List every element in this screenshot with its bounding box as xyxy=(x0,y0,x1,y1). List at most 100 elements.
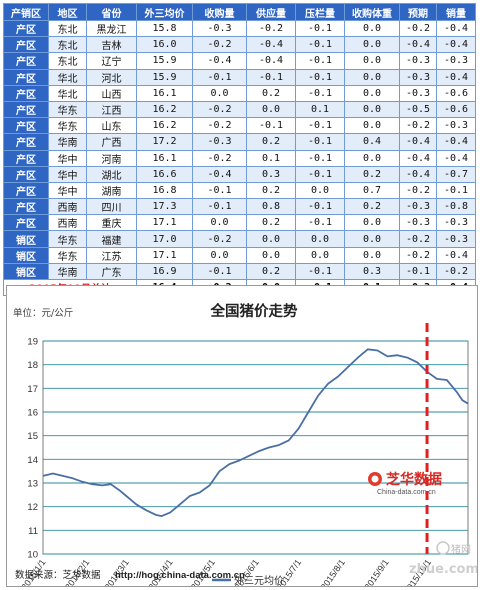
table-cell: -0.7 xyxy=(436,165,476,183)
table-cell: -0.3 xyxy=(399,214,437,232)
table-cell: 产区 xyxy=(3,36,49,54)
table-cell: -0.4 xyxy=(246,52,296,70)
table-cell: 销区 xyxy=(3,262,49,281)
table-cell: 16.6 xyxy=(136,165,193,183)
table-cell: -0.2 xyxy=(399,181,437,200)
table-cell: -0.2 xyxy=(192,149,247,167)
series-line-avg-price xyxy=(42,348,469,517)
table-cell: 华中 xyxy=(48,165,87,183)
table-row: 产区 华东 江西 16.2 -0.2 0.0 0.1 0.0 -0.5 -0.6 xyxy=(3,100,476,119)
table-row: 产区 华南 广西 17.2 -0.3 0.2 -0.1 0.4 -0.4 -0.4 xyxy=(3,133,476,151)
table-cell: 山东 xyxy=(86,117,137,135)
table-cell: 重庆 xyxy=(86,214,137,232)
table-cell: 产区 xyxy=(3,198,49,216)
table-cell: 辽宁 xyxy=(86,52,137,70)
table-row: 产区 东北 辽宁 15.9 -0.4 -0.4 -0.1 0.0 -0.3 -0.3 xyxy=(3,52,476,70)
table-cell: -0.3 xyxy=(436,117,476,135)
table-cell: -0.4 xyxy=(246,36,296,54)
table-cell: -0.4 xyxy=(436,133,476,151)
table-cell: 0.0 xyxy=(192,84,247,102)
table-cell: -0.1 xyxy=(295,117,345,135)
table-cell: -0.1 xyxy=(192,68,247,86)
table-cell: 0.0 xyxy=(246,100,296,119)
table-cell: -0.1 xyxy=(246,68,296,86)
table-cell: 17.3 xyxy=(136,198,193,216)
table-cell: 华南 xyxy=(48,262,87,281)
table-cell: -0.1 xyxy=(295,19,345,38)
table-cell: 16.1 xyxy=(136,149,193,167)
table-cell: 0.0 xyxy=(344,36,400,54)
table-cell: 15.9 xyxy=(136,52,193,70)
table-cell: -0.1 xyxy=(295,165,345,183)
table-cell: 0.0 xyxy=(295,181,345,200)
table-cell: 销区 xyxy=(3,246,49,264)
table-cell: -0.3 xyxy=(399,84,437,102)
table-cell: 0.2 xyxy=(344,198,400,216)
column-header: 收购量 xyxy=(192,3,247,21)
table-row: 产区 东北 黑龙江 15.8 -0.3 -0.2 -0.1 0.0 -0.2 -0.4 xyxy=(3,19,476,38)
table-cell: -0.1 xyxy=(295,84,345,102)
table-cell: 产区 xyxy=(3,181,49,200)
table-cell: -0.1 xyxy=(295,68,345,86)
price-table-body: 产销区 地区 省份 外三均价 收购量 供应量 压栏量 收购体重 预期 销量 产区 东北 黑龙江 15.8-… xyxy=(3,3,476,297)
table-cell: 产区 xyxy=(3,84,49,102)
table-cell: 华东 xyxy=(48,246,87,264)
table-cell: 产区 xyxy=(3,165,49,183)
x-tick-label: 2015/9/1 xyxy=(362,557,390,586)
table-cell: 16.2 xyxy=(136,117,193,135)
table-cell: 0.0 xyxy=(344,149,400,167)
table-cell: -0.3 xyxy=(436,52,476,70)
table-cell: -0.1 xyxy=(436,181,476,200)
y-tick-label: 12 xyxy=(27,502,38,513)
site-url: zhue.com.cn xyxy=(409,562,477,577)
table-cell: -0.1 xyxy=(192,181,247,200)
price-trend-chart-panel: 10 11 12 13 14 15 16 17 18 19 2015/1/1 2015/2/1 2015… xyxy=(6,285,478,587)
y-tick-label: 16 xyxy=(27,408,38,419)
table-row: 产区 东北 吉林 16.0 -0.2 -0.4 -0.1 0.0 -0.4 -0.4 xyxy=(3,36,476,54)
table-cell: 产区 xyxy=(3,149,49,167)
table-cell: 15.9 xyxy=(136,68,193,86)
table-cell: 0.0 xyxy=(246,246,296,264)
table-row: 产区 西南 四川 17.3 -0.1 0.8 -0.1 0.2 -0.3 -0.8 xyxy=(3,198,476,216)
table-cell: 0.2 xyxy=(344,165,400,183)
table-cell: 产区 xyxy=(3,133,49,151)
table-cell: 0.0 xyxy=(295,230,345,248)
table-cell: 0.2 xyxy=(246,214,296,232)
table-cell: -0.4 xyxy=(436,149,476,167)
table-cell: 17.1 xyxy=(136,214,193,232)
table-cell: 16.0 xyxy=(136,36,193,54)
y-tick-label: 17 xyxy=(27,384,38,395)
table-cell: 0.1 xyxy=(295,100,345,119)
table-cell: 华北 xyxy=(48,68,87,86)
table-row: 产区 华北 山西 16.1 0.0 0.2 -0.1 0.0 -0.3 -0.6 xyxy=(3,84,476,102)
table-cell: 湖北 xyxy=(86,165,137,183)
table-cell: 0.0 xyxy=(246,230,296,248)
table-cell: 16.9 xyxy=(136,262,193,281)
table-cell: 0.0 xyxy=(344,52,400,70)
table-cell: 产区 xyxy=(3,100,49,119)
table-cell: -0.1 xyxy=(295,214,345,232)
site-logo-icon xyxy=(436,541,450,555)
table-cell: 0.0 xyxy=(192,214,247,232)
source-url: http://hog.china-data.com.cn xyxy=(115,570,245,581)
table-cell: 15.8 xyxy=(136,19,193,38)
table-cell: 0.1 xyxy=(246,149,296,167)
table-cell: 黑龙江 xyxy=(86,19,137,38)
table-cell: -0.4 xyxy=(399,36,437,54)
chinadata-logo-icon xyxy=(371,475,379,483)
table-cell: -0.4 xyxy=(192,52,247,70)
table-row: 销区 华东 江苏 17.1 0.0 0.0 0.0 0.0 -0.2 -0.4 xyxy=(3,246,476,264)
chinadata-logo-url: China-data.com.cn xyxy=(377,489,436,496)
table-cell: 产区 xyxy=(3,52,49,70)
site-logo-text: 猪网 xyxy=(451,544,471,556)
table-row: 产区 华中 河南 16.1 -0.2 0.1 -0.1 0.0 -0.4 -0.4 xyxy=(3,149,476,167)
table-header-row: 产销区 地区 省份 外三均价 收购量 供应量 压栏量 收购体重 预期 销量 xyxy=(3,3,476,21)
table-row: 产区 华东 山东 16.2 -0.2 -0.1 -0.1 0.0 -0.2 -0.3 xyxy=(3,117,476,135)
table-cell: -0.1 xyxy=(192,262,247,281)
table-cell: -0.1 xyxy=(295,52,345,70)
table-cell: 17.0 xyxy=(136,230,193,248)
y-tick-label: 10 xyxy=(27,550,38,561)
table-row: 销区 华东 福建 17.0 -0.2 0.0 0.0 0.0 -0.2 -0.3 xyxy=(3,230,476,248)
table-cell: 华北 xyxy=(48,84,87,102)
